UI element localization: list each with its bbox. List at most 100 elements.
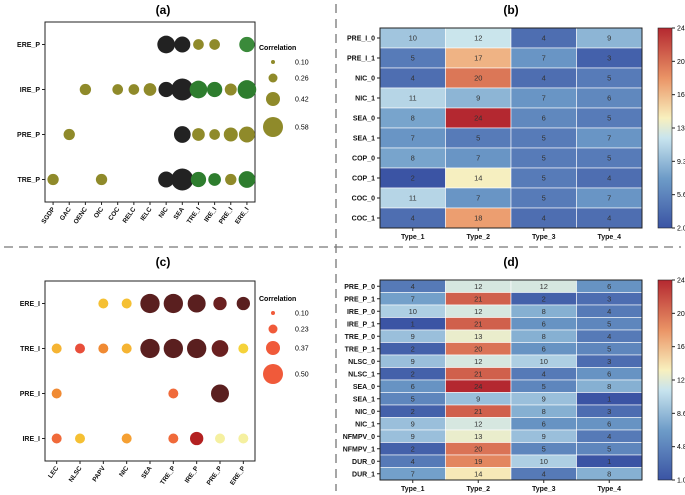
cell-value: 6 — [607, 282, 611, 291]
cell-value: 21 — [474, 407, 482, 416]
bubble-point — [174, 36, 191, 53]
cell-value: 4 — [607, 332, 611, 341]
row-label: TRE_P_0 — [345, 334, 375, 341]
column-label: Type_2 — [466, 234, 490, 241]
bubble-point — [209, 129, 220, 140]
x-tick-label: PRE_I — [218, 206, 235, 226]
y-tick-label: IRE_P — [20, 87, 41, 94]
row-label: NIC_1 — [355, 421, 375, 428]
cell-value: 1 — [411, 319, 415, 328]
cell-value: 13 — [474, 432, 482, 441]
bubble-point — [140, 293, 160, 314]
cell-value: 5 — [607, 319, 611, 328]
x-tick-label: OIC — [93, 206, 106, 220]
x-tick-label: OENC — [73, 206, 90, 226]
row-label: COC_1 — [352, 216, 375, 223]
cell-value: 5 — [607, 154, 611, 163]
cell-value: 5 — [411, 54, 415, 63]
row-label: NLSC_1 — [348, 371, 375, 378]
bubble-point — [239, 36, 255, 53]
legend-value: 0.23 — [295, 327, 309, 334]
panel-label-d: (d) — [503, 255, 518, 269]
cell-value: 4 — [411, 74, 415, 83]
cell-value: 2 — [542, 294, 546, 303]
bubble-point — [63, 128, 75, 141]
bubble-point — [238, 126, 255, 143]
bubble-point — [140, 338, 160, 359]
cell-value: 4 — [607, 214, 611, 223]
cell-value: 9 — [542, 432, 546, 441]
cell-value: 5 — [607, 114, 611, 123]
cell-value: 11 — [409, 194, 417, 203]
bubble-point — [173, 126, 191, 143]
bubble-point — [121, 298, 132, 309]
cell-value: 9 — [476, 94, 480, 103]
cell-value: 4 — [607, 174, 611, 183]
cell-value: 2 — [411, 174, 415, 183]
colorbar-tick-label: 16.67 — [677, 92, 685, 99]
bubble-point — [224, 83, 237, 96]
cell-value: 10 — [409, 307, 417, 316]
row-label: TRE_P_1 — [345, 346, 375, 353]
row-label: PRE_P_0 — [344, 284, 375, 291]
bubble-point — [215, 433, 225, 444]
cell-value: 6 — [542, 419, 546, 428]
row-label: IRE_P_1 — [347, 321, 375, 328]
cell-value: 8 — [542, 407, 546, 416]
row-label: DUR_1 — [352, 471, 375, 478]
y-tick-label: ERE_P — [17, 42, 40, 49]
cell-value: 4 — [542, 369, 546, 378]
x-tick-label: PRE_P — [206, 465, 224, 487]
bubble-point — [112, 84, 124, 95]
colorbar-tick-label: 2.000 — [677, 226, 685, 233]
bubble-point — [225, 173, 237, 186]
legend-value: 0.42 — [295, 97, 309, 104]
cell-value: 3 — [607, 294, 611, 303]
bubble-point — [193, 39, 204, 50]
cell-value: 3 — [607, 54, 611, 63]
row-label: NIC_0 — [355, 76, 375, 83]
column-label: Type_1 — [401, 234, 425, 241]
bubble-point — [51, 388, 62, 399]
cell-value: 21 — [474, 294, 482, 303]
bubble-point — [187, 294, 206, 313]
bubble-point — [168, 388, 179, 399]
legend-bubble — [268, 73, 278, 83]
x-tick-label: IELC — [139, 206, 153, 222]
bubble-point — [223, 127, 238, 142]
cell-value: 10 — [540, 457, 548, 466]
x-tick-label: NIC — [158, 206, 170, 219]
panel-label-a: (a) — [156, 3, 171, 17]
cell-value: 4 — [542, 34, 546, 43]
y-tick-label: PRE_I — [20, 391, 40, 398]
cell-value: 1 — [607, 457, 611, 466]
cell-value: 21 — [474, 319, 482, 328]
cell-value: 7 — [476, 194, 480, 203]
cell-value: 5 — [607, 74, 611, 83]
bubble-point — [51, 433, 62, 444]
bubble-point — [237, 80, 257, 99]
row-label: PRE_I_0 — [347, 36, 375, 43]
bubble-point — [208, 173, 221, 186]
cell-value: 2 — [411, 407, 415, 416]
cell-value: 7 — [411, 134, 415, 143]
legend-value: 0.10 — [295, 60, 309, 67]
cell-value: 4 — [542, 74, 546, 83]
x-tick-label: ERE_P — [229, 465, 247, 487]
colorbar-tick-label: 4.833 — [677, 444, 685, 451]
bubble-point — [238, 171, 256, 188]
cell-value: 10 — [540, 357, 548, 366]
row-label: NLSC_0 — [348, 359, 375, 366]
cell-value: 3 — [607, 357, 611, 366]
cell-value: 7 — [542, 54, 546, 63]
cell-value: 14 — [474, 174, 482, 183]
cell-value: 20 — [474, 344, 482, 353]
bubble-point — [206, 81, 223, 98]
bubble-point — [238, 343, 249, 354]
y-tick-label: ERE_I — [20, 301, 40, 308]
y-tick-label: TRE_P — [17, 177, 40, 184]
cell-value: 4 — [542, 469, 546, 478]
cell-value: 6 — [542, 114, 546, 123]
legend-bubble — [271, 311, 275, 315]
